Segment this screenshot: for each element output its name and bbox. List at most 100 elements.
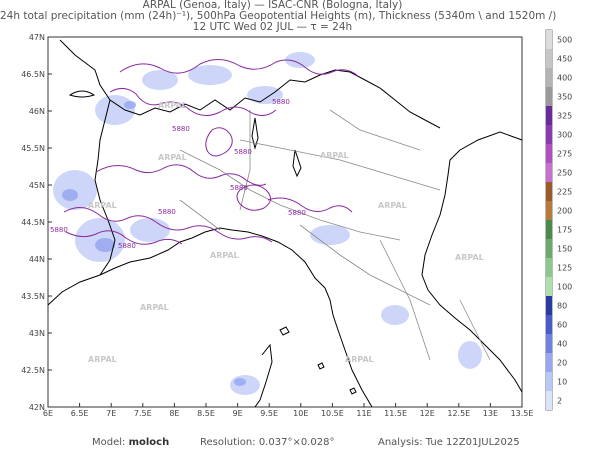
colorbar-label: 150 [557, 245, 572, 254]
precipitation-layer-mid [62, 101, 246, 386]
colorbar-swatch [546, 163, 552, 182]
contour-label: 5880 [288, 209, 306, 217]
colorbar-label: 350 [557, 93, 572, 102]
precip-patch [53, 170, 97, 210]
longitude-tick-label: 8.5E [197, 409, 215, 418]
coastline [254, 343, 273, 408]
latitude-tick-label: 44N [29, 255, 45, 264]
footer-model-label: Model: [92, 437, 126, 448]
latitude-tick-label: 43N [29, 329, 45, 338]
contour-label: 5880 [50, 226, 68, 234]
coastline [421, 131, 523, 393]
precip-patch [124, 101, 136, 109]
geopotential-contours [63, 59, 359, 245]
precip-patch [230, 375, 260, 395]
latitude-tick-label: 42N [29, 403, 45, 412]
contour-label: 5880 [272, 98, 290, 106]
latitude-tick-label: 46.5N [21, 70, 45, 79]
latitude-tick-label: 43.5N [21, 292, 45, 301]
coastline [47, 227, 326, 306]
colorbar-label: 10 [557, 378, 567, 387]
colorbar-label: 250 [557, 169, 572, 178]
latitude-labels: 47N 46.5N 46N 45.5N 45N 44.5N 44N 43.5N 43N 42.5N… [21, 33, 52, 412]
longitude-tick-label: 6E [43, 409, 53, 418]
longitude-tick-label: 12E [420, 409, 435, 418]
coastline [279, 326, 290, 336]
footer-analysis-label: Analysis: [378, 437, 423, 448]
latitude-tick-label: 42.5N [21, 366, 45, 375]
watermark-text: ARPAL [455, 253, 484, 262]
header-title-line3: 12 UTC Wed 02 JUL — τ = 24h [192, 21, 353, 33]
colorbar-label: 400 [557, 74, 572, 83]
contour-label: 5880 [158, 208, 176, 216]
longitude-tick-label: 13E [483, 409, 498, 418]
footer-analysis-value: Tue 12Z01JUL2025 [425, 437, 520, 448]
precip-patch [95, 95, 135, 125]
footer-model-value: moloch [128, 437, 170, 448]
longitude-labels: 6E 6.5E 7E 7.5E 8E 8.5E 9E 9.5E 10E 10.5E 11E 11.5E… [43, 403, 534, 418]
longitude-tick-label: 11.5E [384, 409, 407, 418]
colorbar-label: 100 [557, 283, 572, 292]
colorbar-label: 500 [557, 36, 572, 45]
colorbar-swatch [546, 144, 552, 163]
colorbar-swatch [546, 201, 552, 220]
colorbar-swatch [546, 315, 552, 334]
colorbar-swatch [546, 182, 552, 201]
national-border [59, 39, 441, 129]
watermark-text: ARPAL [140, 303, 169, 312]
watermark-text: ARPAL [320, 151, 349, 160]
precip-patch [285, 52, 315, 68]
footer-resolution-value: 0.037°×0.028° [258, 437, 335, 448]
precip-patch [247, 86, 283, 104]
precip-patch [234, 378, 246, 386]
national-border [94, 99, 116, 276]
colorbar-swatch [546, 239, 552, 258]
watermark-text: ARPAL [345, 355, 374, 364]
longitude-tick-label: 7E [106, 409, 116, 418]
longitude-tick-label: 6.5E [71, 409, 89, 418]
map-frame [47, 36, 523, 408]
colorbar-swatch [546, 277, 552, 296]
colorbar-label: 2 [557, 397, 562, 406]
watermark-text: ARPAL [158, 101, 187, 110]
colorbar-swatch [546, 334, 552, 353]
longitude-tick-label: 8E [169, 409, 179, 418]
longitude-tick-label: 10.5E [321, 409, 344, 418]
contour-label: 5880 [118, 242, 136, 250]
colorbar-label: 225 [557, 188, 572, 197]
colorbar-swatch [546, 68, 552, 87]
footer-model: Model: moloch [92, 437, 169, 448]
latitude-tick-label: 45N [29, 181, 45, 190]
precip-patch [95, 238, 115, 252]
watermark-text: ARPAL [88, 355, 117, 364]
colorbar-swatch [546, 220, 552, 239]
footer-resolution: Resolution: 0.037°×0.028° [200, 437, 334, 448]
colorbar-swatch [546, 106, 552, 125]
colorbar-label: 80 [557, 302, 567, 311]
precip-patch [381, 305, 409, 325]
colorbar-label: 175 [557, 226, 572, 235]
colorbar-swatch [546, 258, 552, 277]
colorbar-label: 200 [557, 207, 572, 216]
coastline [317, 362, 325, 370]
precip-patch [458, 341, 482, 369]
precipitation-colorbar: 500 450 400 350 325 300 275 250 225 200 175 150 125 1… [545, 29, 572, 411]
colorbar-label: 325 [557, 112, 572, 121]
watermark-text: ARPAL [210, 251, 239, 260]
latitude-tick-label: 44.5N [21, 218, 45, 227]
colorbar-swatch [546, 87, 552, 106]
lake [68, 90, 96, 98]
coastline [324, 287, 373, 408]
colorbar-swatch [546, 372, 552, 391]
latitude-tick-label: 46N [29, 107, 45, 116]
precip-patch [130, 218, 170, 242]
watermark-text: ARPAL [378, 201, 407, 210]
colorbar-swatch [546, 391, 552, 410]
lake [292, 149, 302, 178]
longitude-tick-label: 10E [293, 409, 308, 418]
coastline [349, 387, 357, 395]
lake [251, 117, 259, 150]
footer-resolution-label: Resolution: [200, 437, 256, 448]
longitude-tick-label: 13.5E [511, 409, 534, 418]
